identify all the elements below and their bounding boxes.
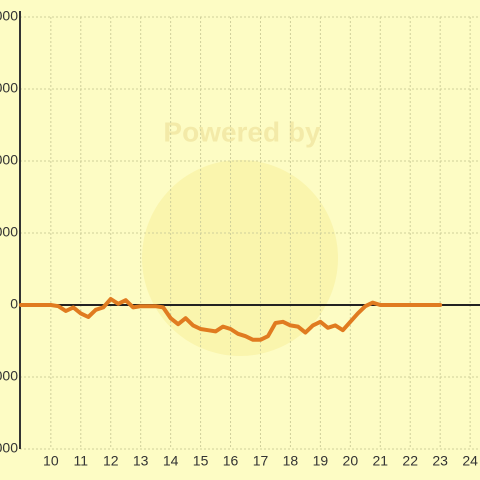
x-tick-label: 19 <box>313 453 329 469</box>
x-tick-label: 11 <box>74 453 89 469</box>
watermark: Powered by <box>163 116 321 147</box>
y-tick-label: 9,000 <box>0 80 18 96</box>
y-tick-label: 6,000 <box>0 152 18 168</box>
y-tick-label: -3,000 <box>0 368 18 384</box>
x-tick-label: 15 <box>193 453 209 469</box>
x-tick-label: 17 <box>253 453 269 469</box>
x-tick-label: 24 <box>462 453 478 469</box>
y-tick-label: 0 <box>10 296 18 312</box>
x-tick-label: 21 <box>372 453 388 469</box>
data-line <box>18 297 443 342</box>
y-tick-label: -6,000 <box>0 440 18 456</box>
y-tick-label: 12,000 <box>0 8 18 24</box>
y-tick-label: 3,000 <box>0 224 18 240</box>
x-tick-label: 23 <box>432 453 448 469</box>
x-tick-label: 12 <box>103 453 119 469</box>
watermark-logo <box>142 160 338 356</box>
x-tick-label: 22 <box>402 453 418 469</box>
x-tick-label: 16 <box>223 453 239 469</box>
x-tick-label: 14 <box>163 453 179 469</box>
x-tick-label: 10 <box>43 453 59 469</box>
x-tick-label: 13 <box>133 453 149 469</box>
x-tick-label: 18 <box>283 453 299 469</box>
x-tick-label: 20 <box>343 453 359 469</box>
